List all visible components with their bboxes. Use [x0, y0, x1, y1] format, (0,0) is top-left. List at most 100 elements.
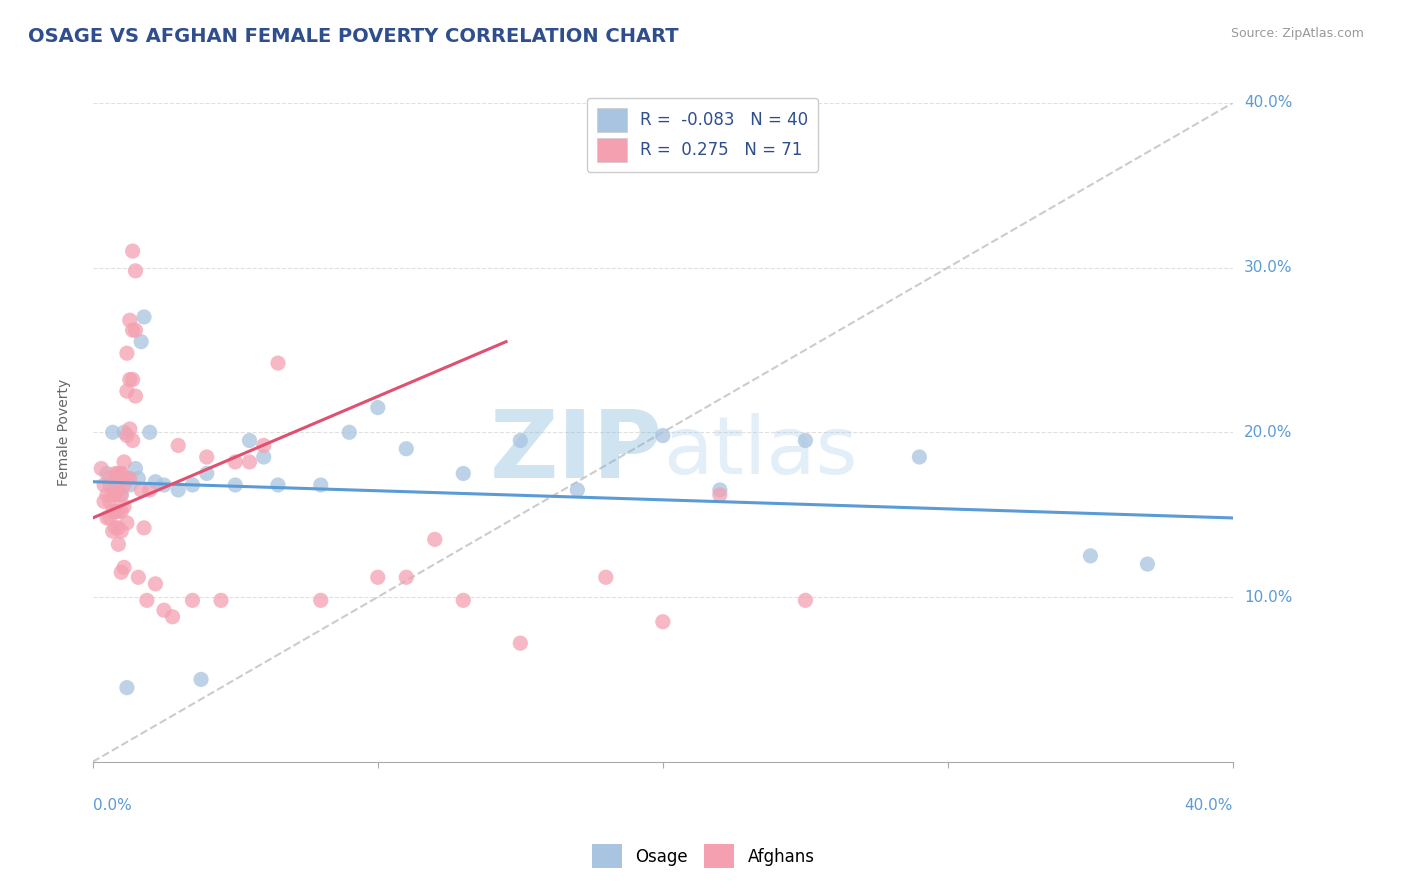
Point	[121, 244, 143, 258]
Point	[112, 500, 135, 514]
Point	[118, 313, 141, 327]
Point	[93, 478, 115, 492]
Point	[112, 478, 135, 492]
Point	[595, 570, 617, 584]
Point	[135, 593, 157, 607]
Y-axis label: Female Poverty: Female Poverty	[58, 379, 72, 486]
Point	[509, 434, 531, 448]
Text: Source: ZipAtlas.com: Source: ZipAtlas.com	[1230, 27, 1364, 40]
Legend: Osage, Afghans: Osage, Afghans	[585, 838, 821, 875]
Point	[127, 471, 149, 485]
Point	[129, 483, 152, 497]
Point	[121, 373, 143, 387]
Point	[110, 488, 132, 502]
Point	[101, 504, 124, 518]
Point	[337, 425, 360, 440]
Text: 10.0%: 10.0%	[1244, 590, 1292, 605]
Point	[110, 467, 132, 481]
Point	[121, 323, 143, 337]
Point	[253, 438, 276, 452]
Point	[121, 434, 143, 448]
Point	[651, 615, 673, 629]
Point	[453, 593, 475, 607]
Point	[190, 673, 212, 687]
Point	[118, 373, 141, 387]
Point	[794, 593, 817, 607]
Text: atlas: atlas	[662, 413, 858, 491]
Point	[112, 455, 135, 469]
Point	[98, 471, 121, 485]
Point	[509, 636, 531, 650]
Point	[181, 478, 204, 492]
Point	[101, 524, 124, 538]
Point	[96, 488, 118, 502]
Point	[115, 516, 138, 530]
Point	[309, 478, 332, 492]
Point	[98, 478, 121, 492]
Point	[162, 609, 184, 624]
Point	[267, 478, 290, 492]
Point	[395, 442, 418, 456]
Point	[110, 467, 132, 481]
Point	[309, 593, 332, 607]
Point	[104, 483, 127, 497]
Point	[145, 577, 167, 591]
Point	[107, 537, 129, 551]
Point	[118, 471, 141, 485]
Point	[267, 356, 290, 370]
Point	[153, 478, 176, 492]
Point	[107, 504, 129, 518]
Point	[167, 438, 190, 452]
Point	[138, 483, 160, 497]
Point	[1136, 557, 1159, 571]
Point	[651, 428, 673, 442]
Point	[104, 504, 127, 518]
Point	[98, 494, 121, 508]
Point	[104, 471, 127, 485]
Point	[115, 471, 138, 485]
Point	[908, 450, 931, 464]
Point	[96, 511, 118, 525]
Point	[367, 570, 389, 584]
Point	[98, 511, 121, 525]
Point	[138, 425, 160, 440]
Point	[124, 389, 146, 403]
Point	[107, 521, 129, 535]
Point	[115, 681, 138, 695]
Text: 20.0%: 20.0%	[1244, 425, 1292, 440]
Point	[112, 560, 135, 574]
Point	[423, 533, 446, 547]
Point	[367, 401, 389, 415]
Point	[224, 455, 246, 469]
Point	[96, 467, 118, 481]
Point	[101, 425, 124, 440]
Text: 30.0%: 30.0%	[1244, 260, 1292, 275]
Point	[101, 488, 124, 502]
Text: 0.0%: 0.0%	[93, 798, 131, 813]
Point	[195, 467, 218, 481]
Text: 40.0%: 40.0%	[1185, 798, 1233, 813]
Point	[115, 346, 138, 360]
Point	[104, 521, 127, 535]
Point	[124, 264, 146, 278]
Point	[567, 483, 589, 497]
Point	[115, 428, 138, 442]
Point	[115, 471, 138, 485]
Point	[104, 488, 127, 502]
Point	[224, 478, 246, 492]
Point	[238, 434, 260, 448]
Legend: R =  -0.083   N = 40, R =  0.275   N = 71: R = -0.083 N = 40, R = 0.275 N = 71	[588, 98, 818, 172]
Point	[209, 593, 232, 607]
Point	[124, 461, 146, 475]
Point	[167, 483, 190, 497]
Point	[709, 488, 731, 502]
Point	[253, 450, 276, 464]
Point	[127, 570, 149, 584]
Point	[107, 483, 129, 497]
Point	[118, 422, 141, 436]
Point	[110, 524, 132, 538]
Point	[118, 478, 141, 492]
Point	[132, 310, 155, 324]
Point	[93, 494, 115, 508]
Point	[104, 467, 127, 481]
